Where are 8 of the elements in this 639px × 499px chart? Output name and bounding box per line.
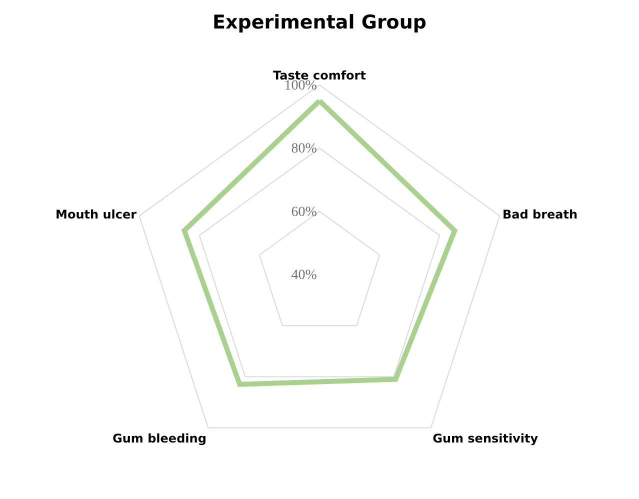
y-tick-label: 80%: [291, 142, 318, 157]
y-tick-label: 60%: [291, 204, 318, 220]
y-tick-label: 40%: [291, 268, 318, 284]
spoke-label: Mouth ulcer: [56, 207, 137, 222]
spoke-label: Gum bleeding: [112, 431, 206, 446]
spoke-label: Gum sensitivity: [432, 431, 538, 446]
chart-title: Experimental Group: [212, 11, 426, 34]
spoke-label: Bad breath: [502, 207, 578, 222]
